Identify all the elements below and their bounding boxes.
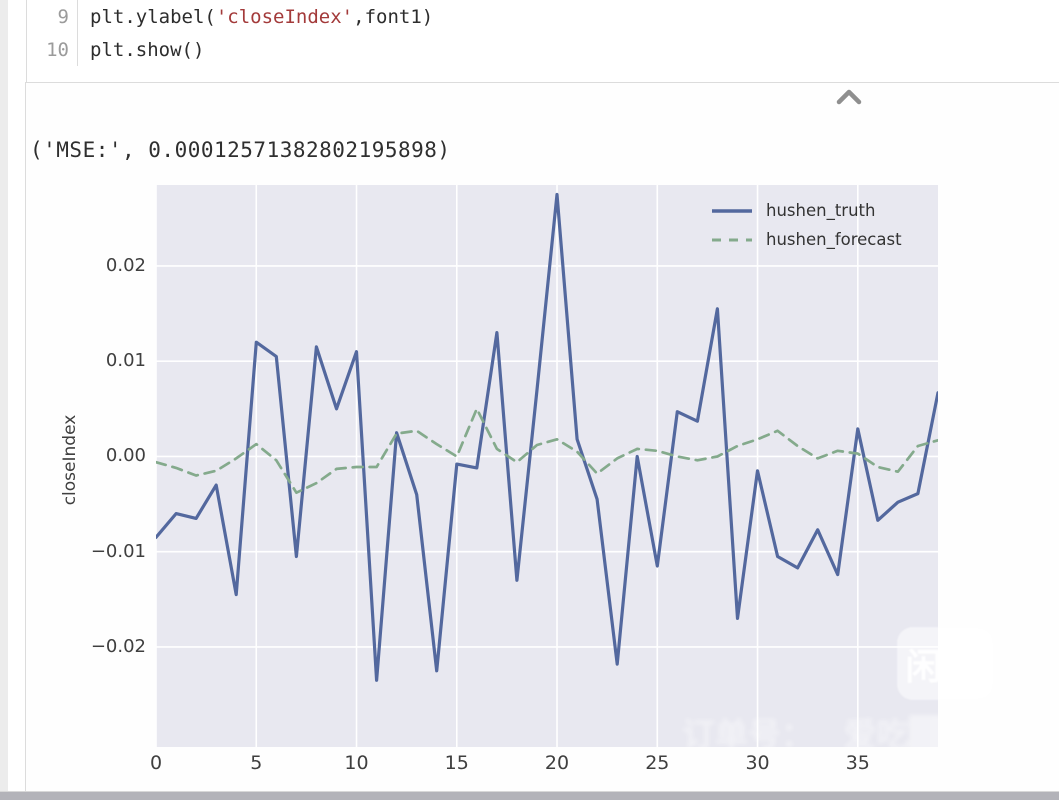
chart-legend: hushen_truth hushen_forecast [712,196,902,254]
code-text: plt.ylabel('closeIndex' ,font1) [77,0,433,33]
code-token: plt.ylabel( [90,5,216,28]
window-left-gutter [0,0,8,791]
legend-item-truth: hushen_truth [712,196,902,225]
x-tick-label: 5 [250,752,263,774]
solid-line-swatch-icon [712,208,752,213]
x-tick-label: 35 [845,752,870,774]
window-bottom-bar [0,791,1059,800]
x-tick-label: 25 [645,752,670,774]
legend-label-forecast: hushen_forecast [766,230,902,249]
y-tick-label: 0.02 [105,254,146,276]
hushen_truth-line [156,192,938,682]
y-tick-label: −0.02 [90,635,146,657]
legend-label-truth: hushen_truth [766,201,876,220]
collapse-output-button[interactable] [834,86,864,108]
code-line[interactable]: 10 plt.show() [27,33,1059,66]
code-token: ,font1) [353,5,434,28]
chevron-up-icon [836,89,862,105]
code-text: plt.show() [77,33,204,66]
x-tick-label: 15 [444,752,469,774]
y-axis-label: closeIndex [60,414,80,506]
x-tick-label: 10 [344,752,369,774]
legend-item-forecast: hushen_forecast [712,225,902,254]
line-number: 9 [57,5,69,28]
x-tick-label: 0 [149,752,163,774]
y-tick-label: 0.01 [105,350,146,372]
order-number-label: 订单号： [682,715,814,754]
line-chart-plot-area [156,185,938,747]
y-tick-label: 0.00 [105,445,146,467]
mse-output-text: ('MSE:', 0.00012571382802195898) [30,138,451,162]
y-tick-label: −0.01 [90,540,146,562]
order-watermark-text: 订单号： 爱吃████ [682,708,1011,756]
xianyu-logo-text: 闲鱼 [905,646,986,688]
order-user-name: 爱吃████ [843,715,1012,754]
hushen_forecast-line [156,407,938,495]
code-cell[interactable]: 9 plt.ylabel('closeIndex' ,font1) 10 plt.sho… [26,0,1059,82]
x-tick-label: 20 [544,752,570,774]
line-number: 10 [46,38,69,61]
code-token: plt.show() [90,38,205,61]
x-tick-label: 30 [745,752,770,774]
xianyu-logo-watermark: 闲鱼 [897,627,994,700]
dashed-line-swatch-icon [712,238,752,241]
code-string-token: 'closeIndex' [215,5,354,28]
plot-background [156,185,938,747]
code-line[interactable]: 9 plt.ylabel('closeIndex' ,font1) [27,0,1059,33]
